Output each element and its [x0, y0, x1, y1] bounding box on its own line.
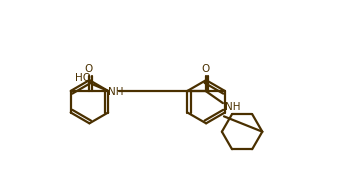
Text: NH: NH: [108, 87, 124, 97]
Text: NH: NH: [225, 102, 240, 112]
Text: HO: HO: [76, 73, 91, 83]
Text: O: O: [85, 64, 93, 74]
Text: O: O: [202, 64, 210, 74]
